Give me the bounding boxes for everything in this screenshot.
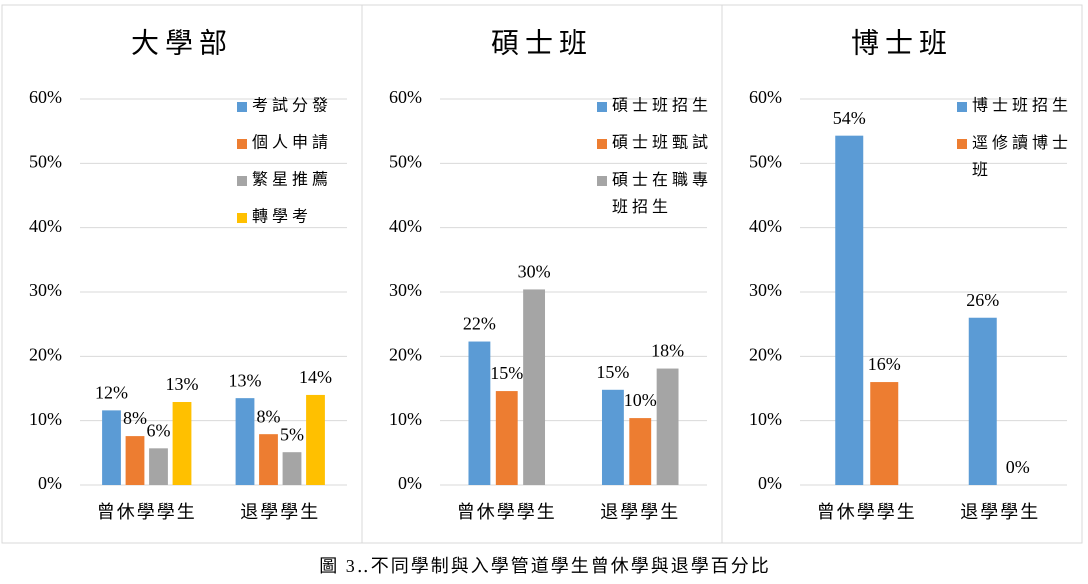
y-tick-label: 20% — [749, 344, 782, 364]
bar — [102, 410, 121, 485]
y-tick-label: 50% — [749, 151, 782, 171]
chart-title: 大學部 — [131, 27, 233, 59]
bar — [523, 289, 546, 485]
legend-label: 碩士班招生 — [612, 97, 712, 115]
data-label: 22% — [463, 314, 496, 334]
bar — [468, 341, 491, 485]
y-tick-label: 30% — [29, 280, 62, 300]
y-tick-label: 0% — [758, 473, 782, 493]
panel: 博士班 0% 10% 20% 30% 40% 50% 60% 曾休學學生 54% 16% 退學學生 26… — [721, 4, 1083, 544]
data-label: 26% — [966, 290, 999, 310]
legend-swatch — [597, 102, 607, 112]
y-tick-label: 10% — [389, 409, 422, 429]
x-tick-label: 曾休學學生 — [457, 502, 557, 522]
bar — [656, 368, 679, 485]
data-label: 54% — [833, 108, 866, 128]
data-label: 10% — [624, 390, 657, 410]
data-label: 18% — [651, 341, 684, 361]
chart-title: 碩士班 — [491, 27, 593, 59]
bar — [282, 452, 302, 485]
data-label: 16% — [868, 354, 901, 374]
y-tick-label: 30% — [749, 280, 782, 300]
legend-swatch — [237, 213, 247, 223]
legend-label: 考試分發 — [252, 97, 332, 115]
data-label: 13% — [229, 370, 262, 390]
data-label: 14% — [299, 367, 332, 387]
legend-label: 繁星推薦 — [252, 171, 332, 189]
panel: 碩士班 0% 10% 20% 30% 40% 50% 60% 曾休學學生 22% 15% 30% 退學學… — [361, 4, 723, 544]
data-label: 5% — [280, 424, 304, 444]
y-tick-label: 20% — [29, 344, 62, 364]
x-tick-label: 退學學生 — [600, 502, 680, 522]
legend-label: 碩士班甄試 — [612, 134, 712, 152]
x-tick-label: 曾休學學生 — [817, 502, 917, 522]
y-tick-label: 0% — [38, 473, 62, 493]
y-tick-label: 60% — [389, 87, 422, 107]
data-label: 15% — [596, 362, 629, 382]
y-tick-label: 60% — [29, 87, 62, 107]
bar — [601, 389, 624, 485]
chart-title: 博士班 — [851, 27, 953, 59]
bar — [835, 135, 864, 486]
y-tick-label: 30% — [389, 280, 422, 300]
x-tick-label: 退學學生 — [960, 502, 1040, 522]
legend-swatch — [237, 102, 247, 112]
bar — [125, 436, 145, 485]
y-tick-label: 40% — [749, 216, 782, 236]
y-tick-label: 10% — [29, 409, 62, 429]
legend-label: 碩士在職專班招生 — [612, 171, 712, 216]
y-tick-label: 40% — [29, 216, 62, 236]
y-tick-label: 20% — [389, 344, 422, 364]
bar — [306, 394, 325, 485]
legend-swatch — [957, 139, 967, 149]
legend-swatch — [237, 139, 247, 149]
data-label: 6% — [147, 420, 171, 440]
data-label: 8% — [257, 406, 281, 426]
legend-swatch — [597, 139, 607, 149]
bar — [870, 382, 899, 485]
data-label: 30% — [518, 262, 551, 282]
y-tick-label: 60% — [749, 87, 782, 107]
legend-label: 逕修讀博士班 — [972, 134, 1072, 179]
y-tick-label: 10% — [749, 409, 782, 429]
x-tick-label: 退學學生 — [240, 502, 320, 522]
y-tick-label: 0% — [398, 473, 422, 493]
legend-label: 個人申請 — [252, 134, 332, 152]
bar — [149, 448, 168, 485]
y-tick-label: 50% — [29, 151, 62, 171]
data-label: 0% — [1006, 457, 1030, 477]
panel: 大學部0%10%20%30%40%50%60%曾休學學生12%8%6%13%退學… — [1, 4, 363, 544]
legend-label: 轉學考 — [252, 208, 312, 226]
bar — [235, 398, 255, 485]
x-tick-label: 曾休學學生 — [97, 502, 197, 522]
bar — [629, 418, 652, 485]
y-tick-label: 50% — [389, 151, 422, 171]
data-label: 15% — [490, 363, 523, 383]
data-label: 12% — [95, 382, 128, 402]
legend-label: 博士班招生 — [972, 97, 1072, 115]
caption: 圖 3‥不同學制與入學管道學生曾休學與退學百分比 — [319, 556, 771, 576]
bar — [259, 434, 278, 485]
legend-swatch — [957, 102, 967, 112]
bar — [495, 391, 518, 485]
legend-swatch — [237, 176, 247, 186]
y-tick-label: 40% — [389, 216, 422, 236]
data-label: 8% — [123, 408, 147, 428]
bar — [172, 402, 192, 485]
data-label: 13% — [166, 374, 199, 394]
bar — [968, 317, 997, 485]
panel-border — [721, 4, 1083, 544]
legend-swatch — [597, 176, 607, 186]
